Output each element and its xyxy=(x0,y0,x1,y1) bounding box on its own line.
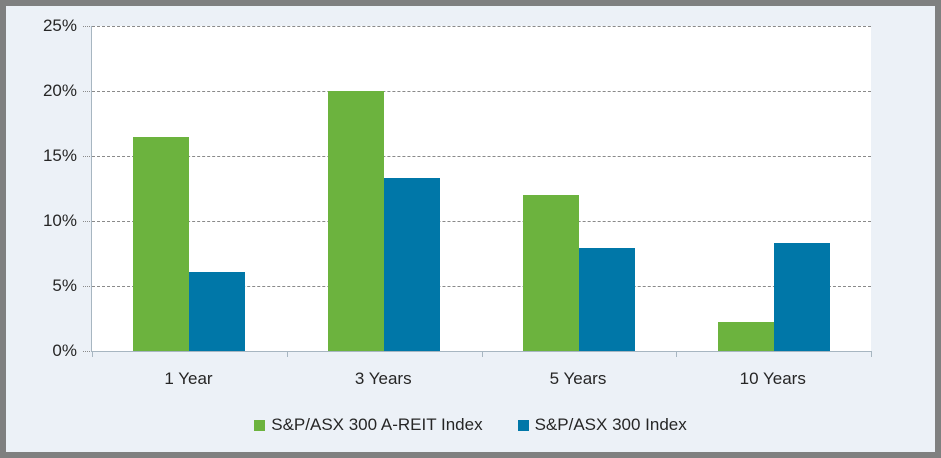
y-tick-mark xyxy=(83,221,90,222)
x-tick-mark xyxy=(92,351,93,357)
legend-label: S&P/ASX 300 Index xyxy=(534,415,687,434)
plot-area xyxy=(91,26,872,357)
gridline xyxy=(92,26,871,27)
y-tick-mark xyxy=(83,156,90,157)
y-tick-label: 15% xyxy=(42,146,77,165)
legend-label: S&P/ASX 300 A-REIT Index xyxy=(271,415,483,434)
gridline xyxy=(92,221,871,222)
x-axis-labels: 1 Year 3 Years 5 Years 10 Years xyxy=(6,368,935,390)
bar-asx300-3-years xyxy=(384,178,441,351)
x-category-label: 1 Year xyxy=(164,369,213,388)
x-tick-mark xyxy=(676,351,678,357)
y-tick-label: 25% xyxy=(42,16,77,35)
x-category-label: 3 Years xyxy=(354,369,412,388)
bar-areit-1-year xyxy=(133,136,190,351)
gridline xyxy=(92,156,871,157)
bar-asx300-10-years xyxy=(773,243,830,351)
y-tick-mark xyxy=(83,351,90,352)
legend-item: S&P/ASX 300 Index xyxy=(517,415,687,435)
x-tick-mark xyxy=(286,351,288,357)
legend: S&P/ASX 300 A-REIT Index S&P/ASX 300 Inde… xyxy=(6,412,935,438)
y-axis-labels: 0% 5% 10% 15% 20% 25% xyxy=(6,6,77,452)
y-tick-label: 10% xyxy=(42,211,77,230)
bar-areit-10-years xyxy=(717,322,774,351)
y-tick-label: 5% xyxy=(52,276,77,295)
x-category-label: 5 Years xyxy=(549,369,607,388)
bar-asx300-5-years xyxy=(578,248,635,351)
gridline xyxy=(92,91,871,92)
y-tick-mark xyxy=(83,286,90,287)
y-tick-label: 0% xyxy=(52,341,77,360)
x-category-label: 10 Years xyxy=(739,369,806,388)
y-tick-mark xyxy=(83,26,90,27)
gridline xyxy=(92,286,871,287)
x-tick-mark xyxy=(871,351,872,357)
y-tick-mark xyxy=(83,91,90,92)
legend-swatch-icon xyxy=(254,419,266,431)
x-tick-mark xyxy=(481,351,483,357)
y-tick-label: 20% xyxy=(42,81,77,100)
bar-areit-3-years xyxy=(328,91,385,351)
bar-areit-5-years xyxy=(522,195,579,351)
legend-item: S&P/ASX 300 A-REIT Index xyxy=(254,415,483,435)
bar-asx300-1-year xyxy=(189,271,246,351)
legend-swatch-icon xyxy=(517,419,529,431)
